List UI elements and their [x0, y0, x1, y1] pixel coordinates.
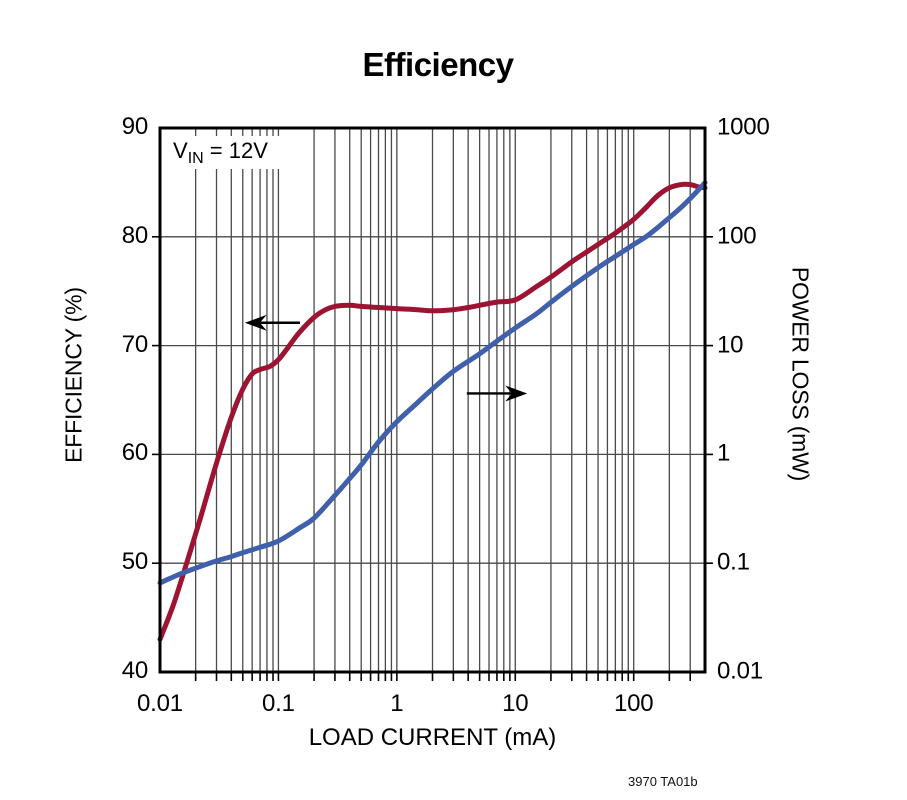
- left-tick-label: 60: [121, 439, 148, 467]
- left-tick-label: 70: [121, 330, 148, 358]
- right-tick-label: 0.01: [717, 657, 763, 685]
- plot-frame: [158, 126, 707, 674]
- left-tick-label: 80: [121, 221, 148, 249]
- left-tick-label: 90: [121, 112, 148, 140]
- vin-subscript: IN: [187, 150, 204, 167]
- right-axis-title: POWER LOSS (mW): [787, 266, 814, 482]
- right-tick-label: 0.1: [717, 548, 750, 576]
- vin-symbol: V: [173, 138, 188, 163]
- x-axis-title: LOAD CURRENT (mA): [308, 724, 557, 751]
- left-axis-title: EFFICIENCY (%): [60, 287, 87, 463]
- x-tick-label: 1: [390, 690, 404, 717]
- right-tick-label: 1: [717, 439, 731, 467]
- right-arrow-head: [505, 385, 528, 402]
- efficiency-curve: [157, 181, 708, 642]
- x-tick-label: 100: [613, 690, 654, 717]
- left-tick-label: 50: [121, 548, 148, 576]
- power-loss-curve: [157, 180, 708, 586]
- right-tick-label: 1000: [717, 113, 770, 141]
- part-number: 3970 TA01b: [628, 774, 698, 789]
- vin-annotation: VIN = 12V: [165, 136, 280, 169]
- chart-title: Efficiency: [362, 46, 514, 83]
- right-tick-label: 100: [717, 222, 757, 250]
- left-arrow-head: [244, 314, 267, 331]
- x-tick-label: 10: [502, 690, 529, 717]
- left-tick-label: 40: [121, 656, 148, 684]
- x-tick-label: 0.01: [137, 690, 183, 717]
- right-tick-label: 10: [717, 331, 744, 359]
- x-tick-label: 0.1: [262, 690, 295, 717]
- vin-value: = 12V: [203, 138, 268, 163]
